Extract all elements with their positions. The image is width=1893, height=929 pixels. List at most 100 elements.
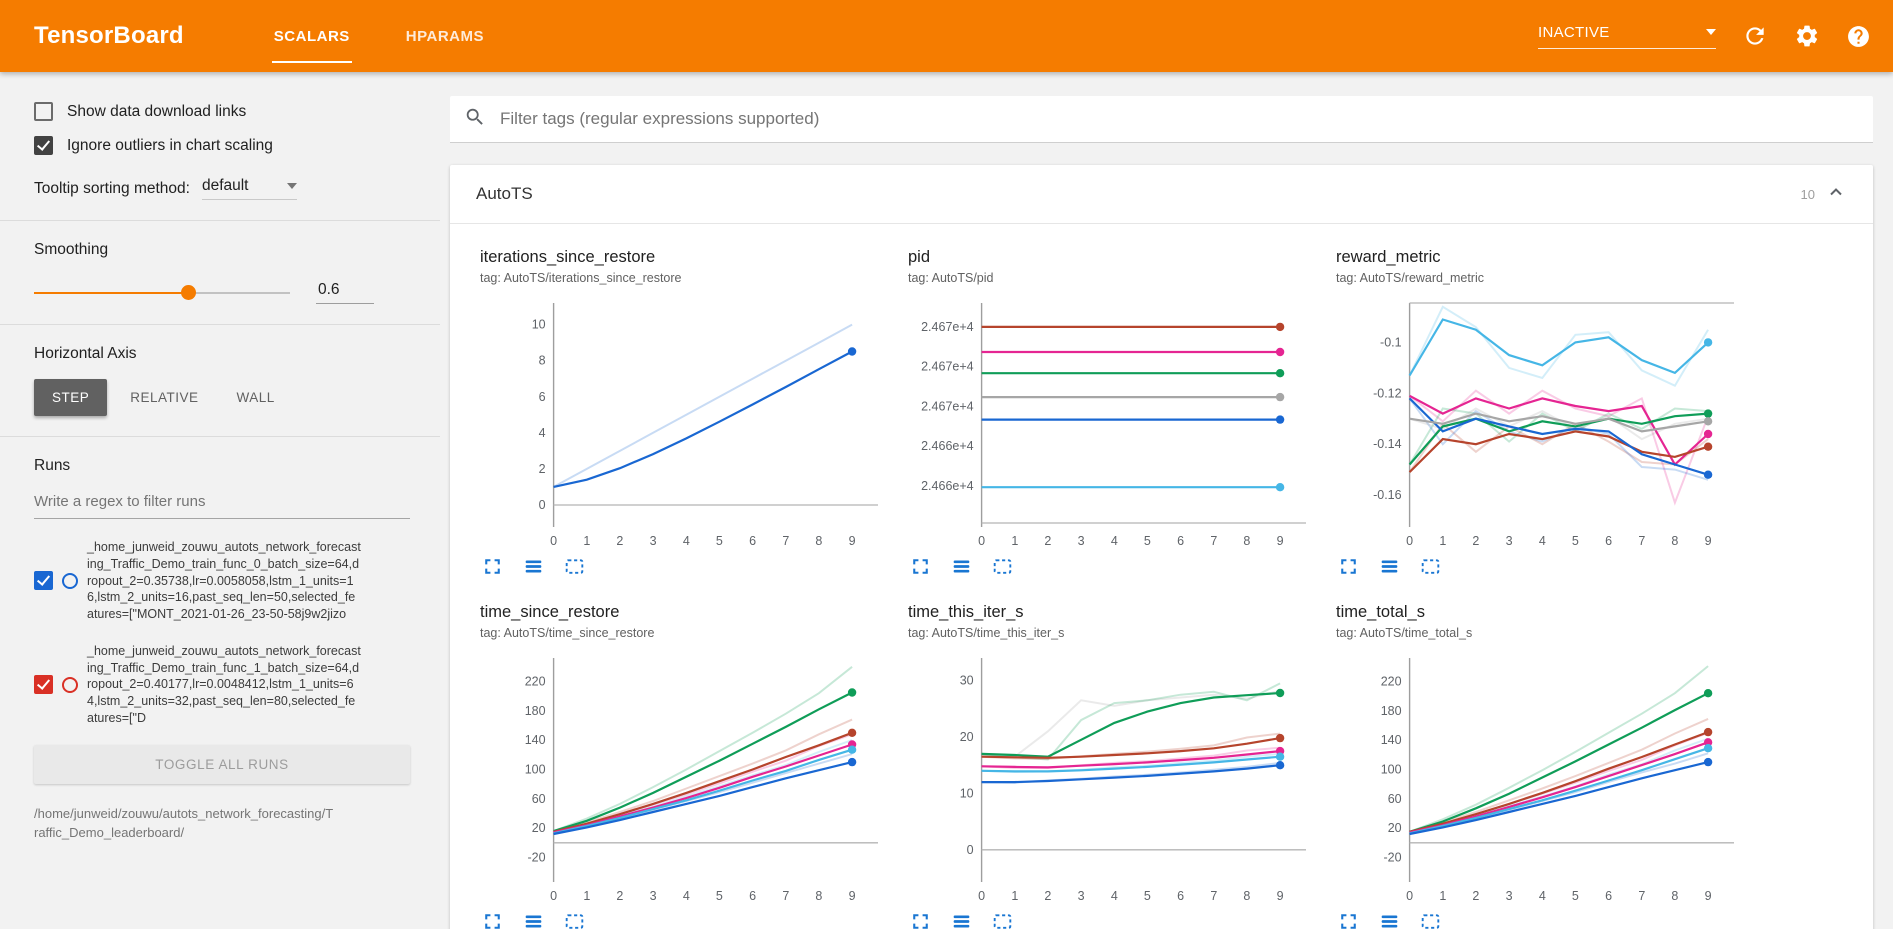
divider	[0, 436, 440, 437]
svg-text:6: 6	[749, 534, 756, 548]
step-button[interactable]: STEP	[34, 379, 108, 416]
divider	[0, 324, 440, 325]
chart-card-reward_metric: reward_metric tag: AutoTS/reward_metric 0 1…	[1336, 248, 1748, 579]
toggle-runs-icon[interactable]	[521, 909, 546, 929]
fit-domain-icon[interactable]	[562, 909, 587, 929]
expand-chart-icon[interactable]	[908, 909, 933, 929]
svg-text:2.466e+4: 2.466e+4	[921, 439, 974, 453]
run-item[interactable]: _home_junweid_zouwu_autots_network_forec…	[34, 539, 410, 623]
chart-plot[interactable]: 0 1 2 3 4 5 6 7 8 9 2.467e+4 2.467e+4 2.467e+4 2.466e…	[908, 293, 1318, 551]
chart-actions	[480, 909, 892, 929]
refresh-icon[interactable]	[1742, 23, 1768, 49]
expand-chart-icon[interactable]	[908, 554, 933, 579]
chart-tag: tag: AutoTS/pid	[908, 271, 994, 285]
tooltip-sorting-select[interactable]: default	[201, 177, 297, 200]
expand-chart-icon[interactable]	[1336, 909, 1361, 929]
svg-text:5: 5	[1144, 534, 1151, 548]
show-download-links-row[interactable]: Show data download links	[34, 102, 410, 121]
svg-text:8: 8	[1671, 534, 1678, 548]
svg-text:0: 0	[550, 889, 557, 903]
expand-chart-icon[interactable]	[1336, 554, 1361, 579]
slider-thumb[interactable]	[180, 285, 196, 300]
svg-text:140: 140	[525, 733, 546, 747]
chart-tag: tag: AutoTS/time_this_iter_s	[908, 626, 1065, 640]
run-item[interactable]: _home_junweid_zouwu_autots_network_forec…	[34, 643, 410, 727]
svg-text:4: 4	[683, 889, 690, 903]
run-checkbox[interactable]	[34, 675, 53, 695]
run-radio[interactable]	[62, 572, 78, 589]
chart-title: time_total_s	[1336, 603, 1425, 621]
svg-text:5: 5	[716, 889, 723, 903]
svg-text:0: 0	[1406, 534, 1413, 548]
chevron-up-icon[interactable]	[1825, 181, 1847, 208]
checkbox-icon[interactable]	[34, 136, 53, 155]
chart-card-time_this_iter_s: time_this_iter_s tag: AutoTS/time_this_it…	[908, 603, 1320, 929]
reload-status-dropdown[interactable]: INACTIVE	[1538, 24, 1716, 49]
tag-filter-input[interactable]	[498, 108, 1859, 130]
toggle-runs-icon[interactable]	[1377, 554, 1402, 579]
run-label: _home_junweid_zouwu_autots_network_forec…	[87, 540, 361, 621]
fit-domain-icon[interactable]	[1418, 554, 1443, 579]
svg-text:4: 4	[1539, 889, 1546, 903]
fit-domain-icon[interactable]	[562, 554, 587, 579]
card-title: AutoTS	[476, 184, 533, 203]
svg-text:0: 0	[539, 498, 546, 512]
tab-hparams[interactable]: HPARAMS	[405, 27, 485, 45]
chart-actions	[908, 554, 1320, 579]
svg-text:5: 5	[1572, 889, 1579, 903]
svg-text:8: 8	[1243, 534, 1250, 548]
smoothing-slider[interactable]	[34, 285, 290, 300]
svg-text:4: 4	[1111, 889, 1118, 903]
toggle-all-runs-button[interactable]: TOGGLE ALL RUNS	[34, 744, 410, 784]
svg-text:9: 9	[1277, 889, 1284, 903]
settings-gear-icon[interactable]	[1794, 23, 1820, 49]
smoothing-value[interactable]: 0.6	[316, 281, 374, 304]
help-icon[interactable]	[1846, 24, 1871, 49]
chart-title: time_since_restore	[480, 603, 620, 621]
toggle-runs-icon[interactable]	[1377, 909, 1402, 929]
svg-text:8: 8	[1243, 889, 1250, 903]
toggle-runs-icon[interactable]	[949, 909, 974, 929]
chart-plot[interactable]: 0 1 2 3 4 5 6 7 8 9 -20 20 60 100 140 180 220	[1336, 648, 1746, 906]
tooltip-sorting-value: default	[201, 177, 249, 194]
expand-chart-icon[interactable]	[480, 554, 505, 579]
chart-count: 10	[1800, 186, 1815, 202]
checkbox-icon[interactable]	[34, 102, 53, 121]
svg-text:2.467e+4: 2.467e+4	[921, 360, 974, 374]
chart-plot[interactable]: 0 1 2 3 4 5 6 7 8 9 0 10 20 30	[908, 648, 1318, 906]
svg-text:2.467e+4: 2.467e+4	[921, 320, 974, 334]
tab-scalars[interactable]: SCALARS	[246, 0, 378, 72]
runs-filter-input[interactable]	[34, 489, 410, 519]
chart-actions	[908, 909, 1320, 929]
fit-domain-icon[interactable]	[990, 909, 1015, 929]
card-header[interactable]: AutoTS 10	[450, 165, 1873, 224]
svg-text:-0.14: -0.14	[1373, 437, 1402, 451]
svg-text:3: 3	[1506, 534, 1513, 548]
chart-tag: tag: AutoTS/reward_metric	[1336, 271, 1484, 285]
run-radio[interactable]	[62, 676, 78, 693]
chart-plot[interactable]: 0 1 2 3 4 5 6 7 8 9 -20 20 60 100 140 180 220	[480, 648, 890, 906]
fit-domain-icon[interactable]	[990, 554, 1015, 579]
svg-text:2: 2	[616, 889, 623, 903]
ignore-outliers-row[interactable]: Ignore outliers in chart scaling	[34, 136, 410, 155]
toggle-runs-icon[interactable]	[521, 554, 546, 579]
svg-text:180: 180	[1381, 704, 1402, 718]
run-checkbox[interactable]	[34, 571, 53, 591]
fit-domain-icon[interactable]	[1418, 909, 1443, 929]
relative-button[interactable]: RELATIVE	[115, 379, 213, 416]
svg-text:9: 9	[849, 889, 856, 903]
chevron-down-icon	[1706, 29, 1716, 35]
chart-plot[interactable]: 0 1 2 3 4 5 6 7 8 9 -0.1 -0.12 -0.14 -0.16	[1336, 293, 1746, 551]
chart-title: time_this_iter_s	[908, 603, 1024, 621]
toggle-runs-icon[interactable]	[949, 554, 974, 579]
svg-text:1: 1	[1011, 889, 1018, 903]
expand-chart-icon[interactable]	[480, 909, 505, 929]
svg-text:20: 20	[532, 821, 546, 835]
chart-plot[interactable]: 0 1 2 3 4 5 6 7 8 9 0 2 4 6 8 10	[480, 293, 890, 551]
chart-card-pid: pid tag: AutoTS/pid 0 1 2 3 4 5 6 7 8 9 2.467e+4 2.46…	[908, 248, 1320, 579]
wall-button[interactable]: WALL	[222, 379, 290, 416]
svg-text:2.467e+4: 2.467e+4	[921, 399, 974, 413]
svg-text:9: 9	[1705, 889, 1712, 903]
